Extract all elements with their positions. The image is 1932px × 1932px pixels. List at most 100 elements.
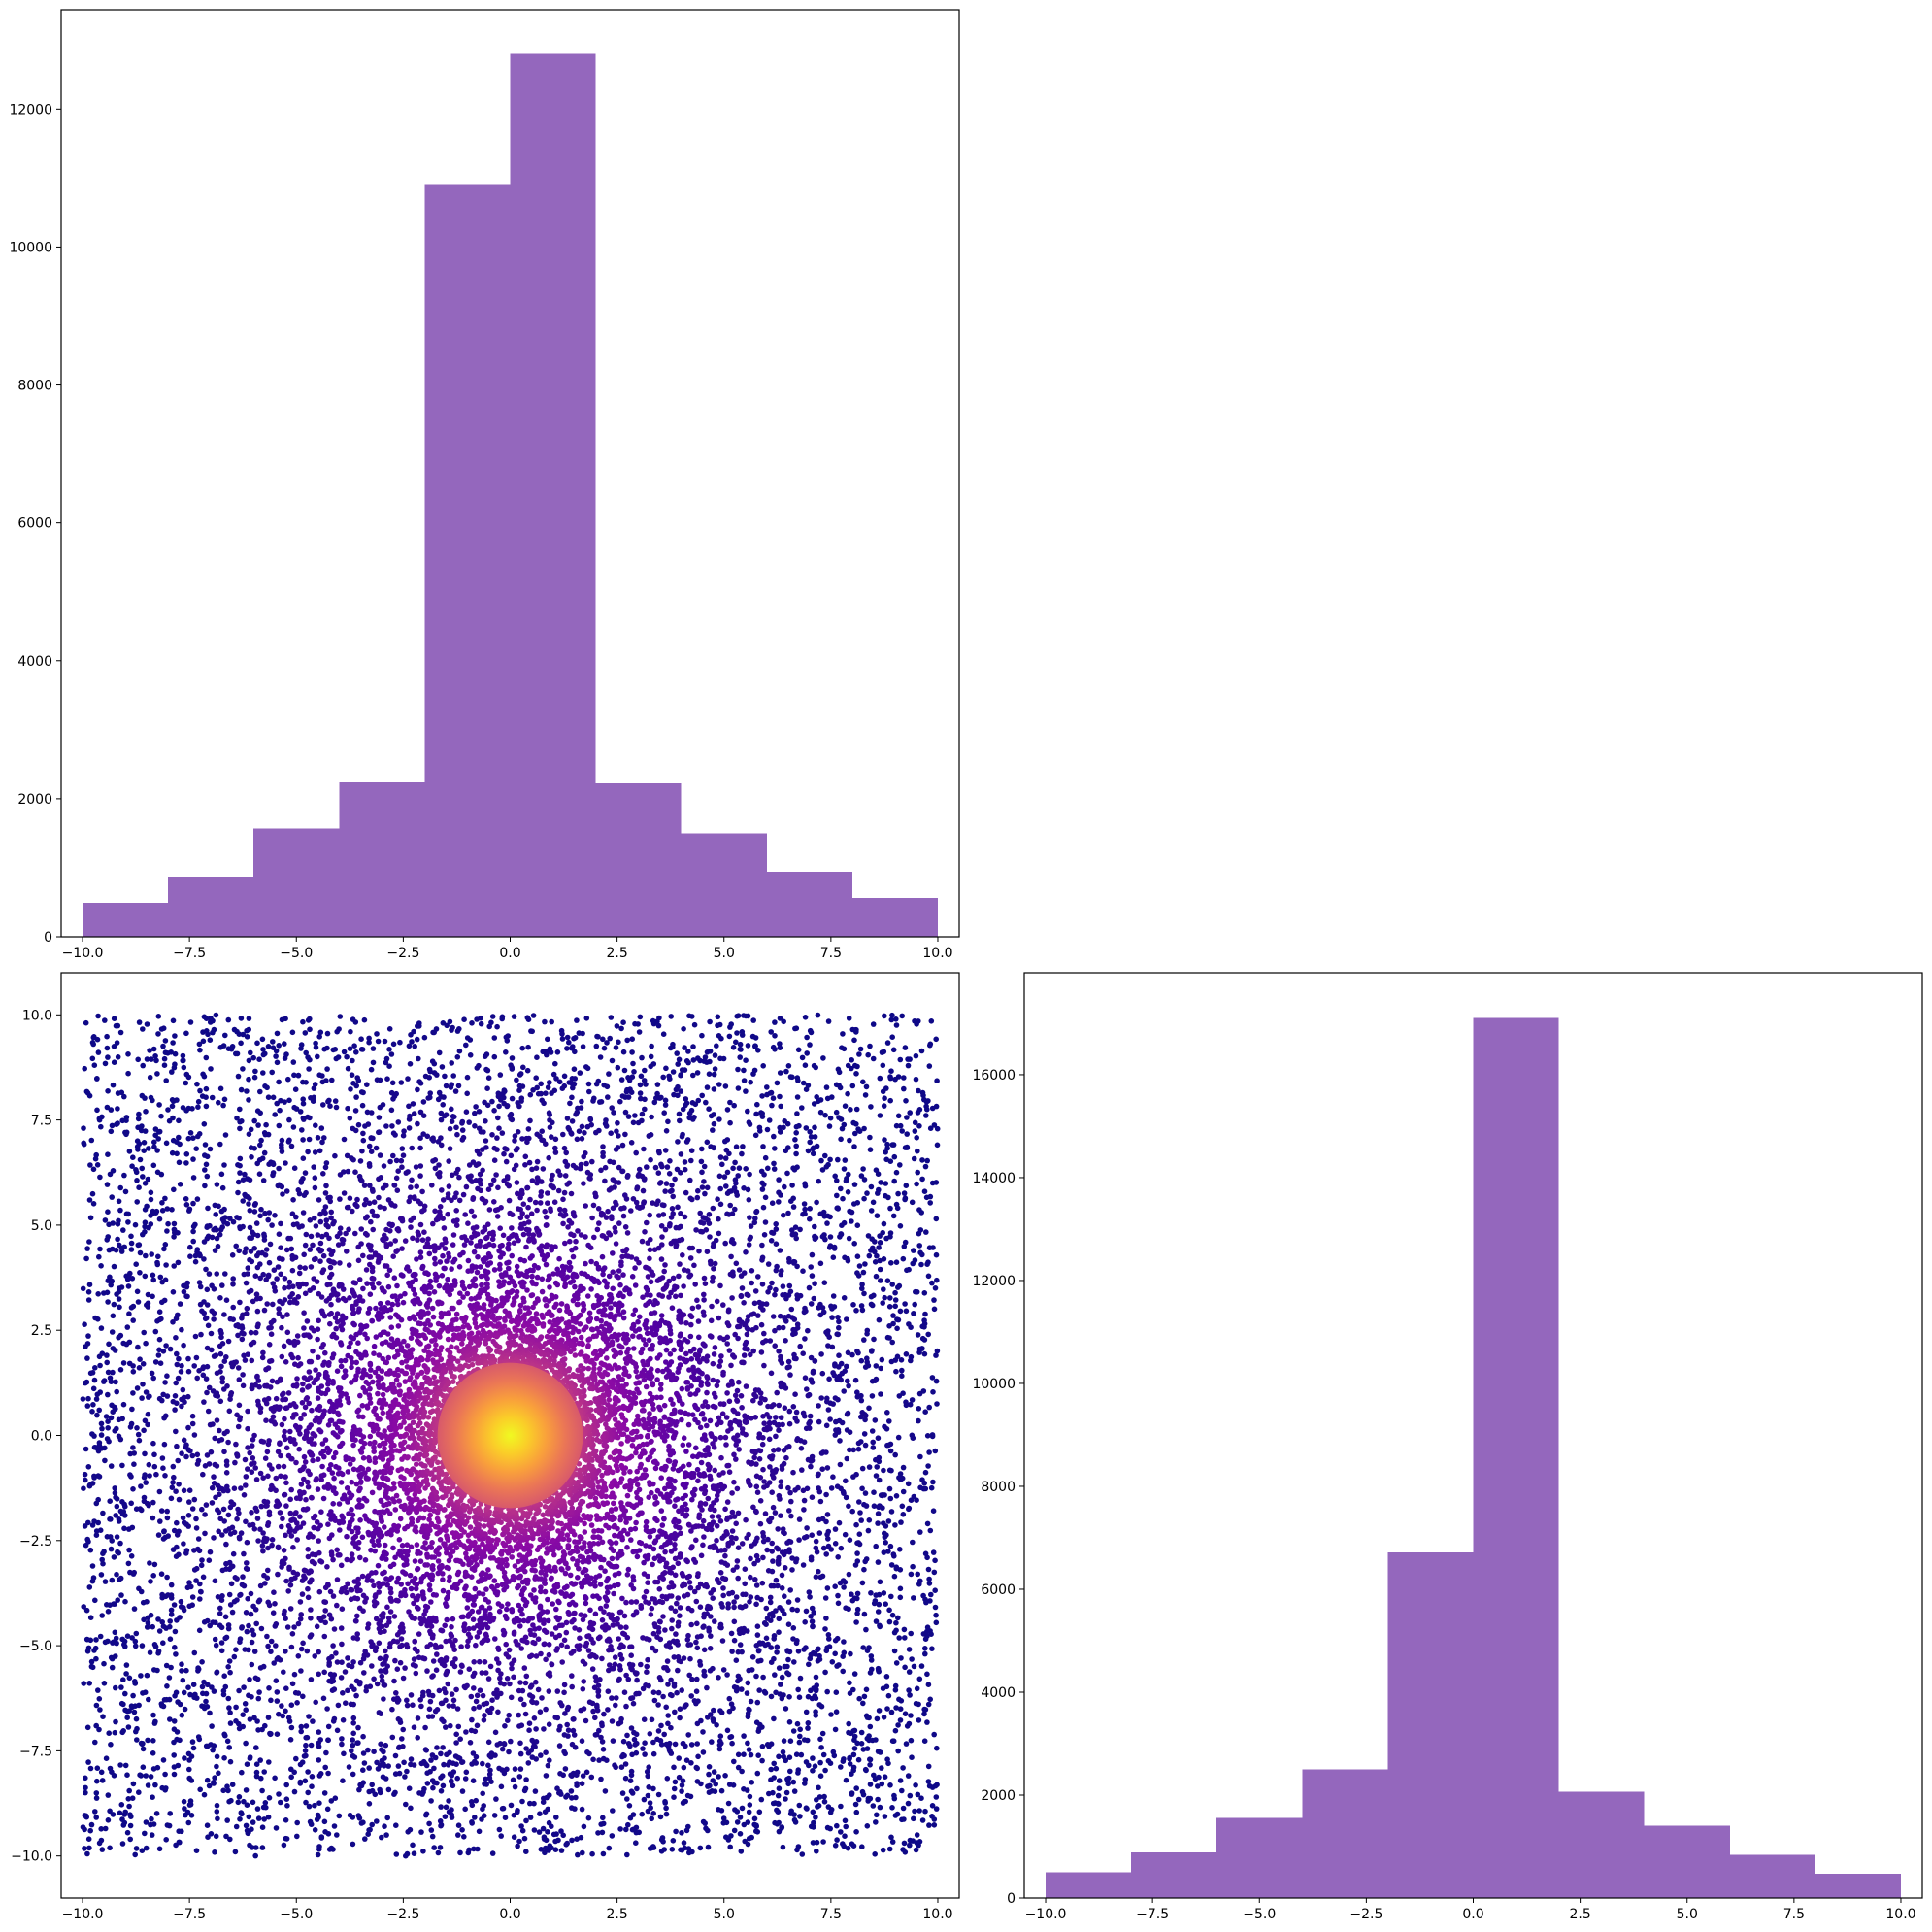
scatter-point: [216, 1203, 221, 1210]
scatter-point: [914, 1181, 919, 1187]
scatter-point: [543, 1845, 549, 1851]
scatter-point: [774, 1649, 780, 1655]
scatter-point: [792, 1487, 798, 1493]
scatter-point: [589, 1850, 595, 1857]
scatter-point: [218, 1640, 225, 1646]
scatter-point: [454, 1028, 461, 1034]
scatter-point: [142, 1095, 148, 1101]
scatter-point: [124, 1633, 131, 1639]
scatter-point: [698, 1158, 705, 1165]
scatter-point: [649, 1815, 654, 1822]
scatter-point: [714, 1722, 719, 1728]
scatter-point: [87, 1615, 94, 1620]
scatter-point: [860, 1747, 867, 1752]
scatter-point: [898, 1357, 905, 1363]
scatter-point: [340, 1690, 346, 1696]
scatter-point: [105, 1299, 111, 1305]
scatter-point: [811, 1819, 816, 1826]
scatter-point: [217, 1398, 224, 1405]
scatter-point: [553, 1815, 559, 1820]
scatter-point: [844, 1411, 850, 1417]
scatter-point: [905, 1056, 911, 1062]
scatter-point: [278, 1245, 283, 1250]
scatter-point: [683, 1757, 690, 1763]
scatter-point: [662, 1097, 669, 1104]
scatter-point: [888, 1834, 894, 1841]
scatter-point: [769, 1280, 775, 1286]
top-histogram-x-tick-label: −2.5: [386, 946, 419, 961]
scatter-point: [453, 1740, 459, 1746]
scatter-point: [288, 1143, 295, 1149]
scatter-point: [561, 1749, 567, 1755]
scatter-point: [913, 1076, 919, 1083]
scatter-point: [916, 1390, 923, 1397]
scatter-point: [491, 1108, 497, 1114]
scatter-point: [158, 1113, 164, 1119]
scatter-point: [848, 1650, 853, 1657]
scatter-point: [402, 1774, 408, 1780]
scatter-point: [191, 1649, 198, 1656]
scatter-point: [253, 1620, 260, 1627]
scatter-point: [366, 1163, 373, 1169]
scatter-point: [776, 1778, 783, 1783]
scatter-point: [135, 1344, 141, 1350]
scatter-point: [156, 1216, 163, 1222]
scatter-point: [860, 1079, 866, 1085]
scatter-point: [704, 1049, 711, 1055]
scatter-point: [628, 1695, 634, 1702]
scatter-point: [716, 1230, 722, 1237]
scatter-point: [723, 1834, 729, 1840]
scatter-point: [767, 1594, 774, 1601]
scatter-point: [934, 1078, 940, 1083]
scatter-point: [121, 1244, 127, 1250]
scatter-point: [114, 1496, 120, 1502]
scatter-point: [885, 1549, 891, 1554]
scatter-point: [259, 1824, 266, 1830]
scatter-point: [171, 1186, 177, 1193]
scatter-point: [562, 1766, 569, 1772]
scatter-point: [541, 1834, 548, 1840]
scatter-point: [819, 1167, 826, 1173]
scatter-point: [225, 1664, 231, 1670]
scatter-point: [297, 1109, 304, 1115]
scatter-point: [136, 1242, 143, 1248]
scatter-point: [136, 1184, 142, 1190]
scatter-point: [186, 1487, 193, 1493]
scatter-point: [181, 1437, 187, 1444]
scatter-point: [747, 1793, 753, 1800]
scatter-point: [793, 1751, 800, 1757]
scatter-point: [473, 1104, 479, 1110]
scatter-point: [138, 1483, 144, 1489]
scatter-point: [908, 1713, 914, 1718]
scatter-point: [267, 1241, 274, 1248]
scatter-point: [822, 1669, 828, 1676]
scatter-point: [512, 1133, 518, 1139]
scatter-point: [350, 1771, 356, 1778]
scatter-point: [823, 1551, 829, 1557]
scatter-point: [702, 1190, 708, 1197]
scatter-point: [104, 1045, 111, 1051]
scatter-point: [867, 1134, 873, 1141]
scatter-point: [627, 1778, 634, 1783]
scatter-point: [875, 1783, 881, 1789]
scatter-point: [895, 1748, 901, 1754]
scatter-point: [283, 1247, 290, 1253]
scatter-point: [221, 1755, 227, 1761]
scatter-point: [80, 1285, 86, 1292]
scatter-point: [98, 1432, 105, 1438]
scatter-point: [816, 1516, 822, 1523]
scatter-point: [323, 1183, 329, 1189]
scatter-point: [194, 1375, 200, 1382]
scatter-point: [156, 1102, 162, 1108]
scatter-point: [169, 1484, 176, 1490]
scatter-point: [754, 1101, 760, 1108]
scatter-point: [321, 1669, 328, 1676]
top-histogram-x-tick-label: 5.0: [714, 946, 735, 961]
scatter-point: [149, 1832, 155, 1838]
scatter-point: [685, 1049, 691, 1054]
scatter-point: [155, 1014, 162, 1019]
scatter-point: [688, 1148, 695, 1153]
scatter-point: [906, 1687, 912, 1693]
scatter-point: [223, 1833, 229, 1840]
scatter-point: [344, 1053, 350, 1060]
